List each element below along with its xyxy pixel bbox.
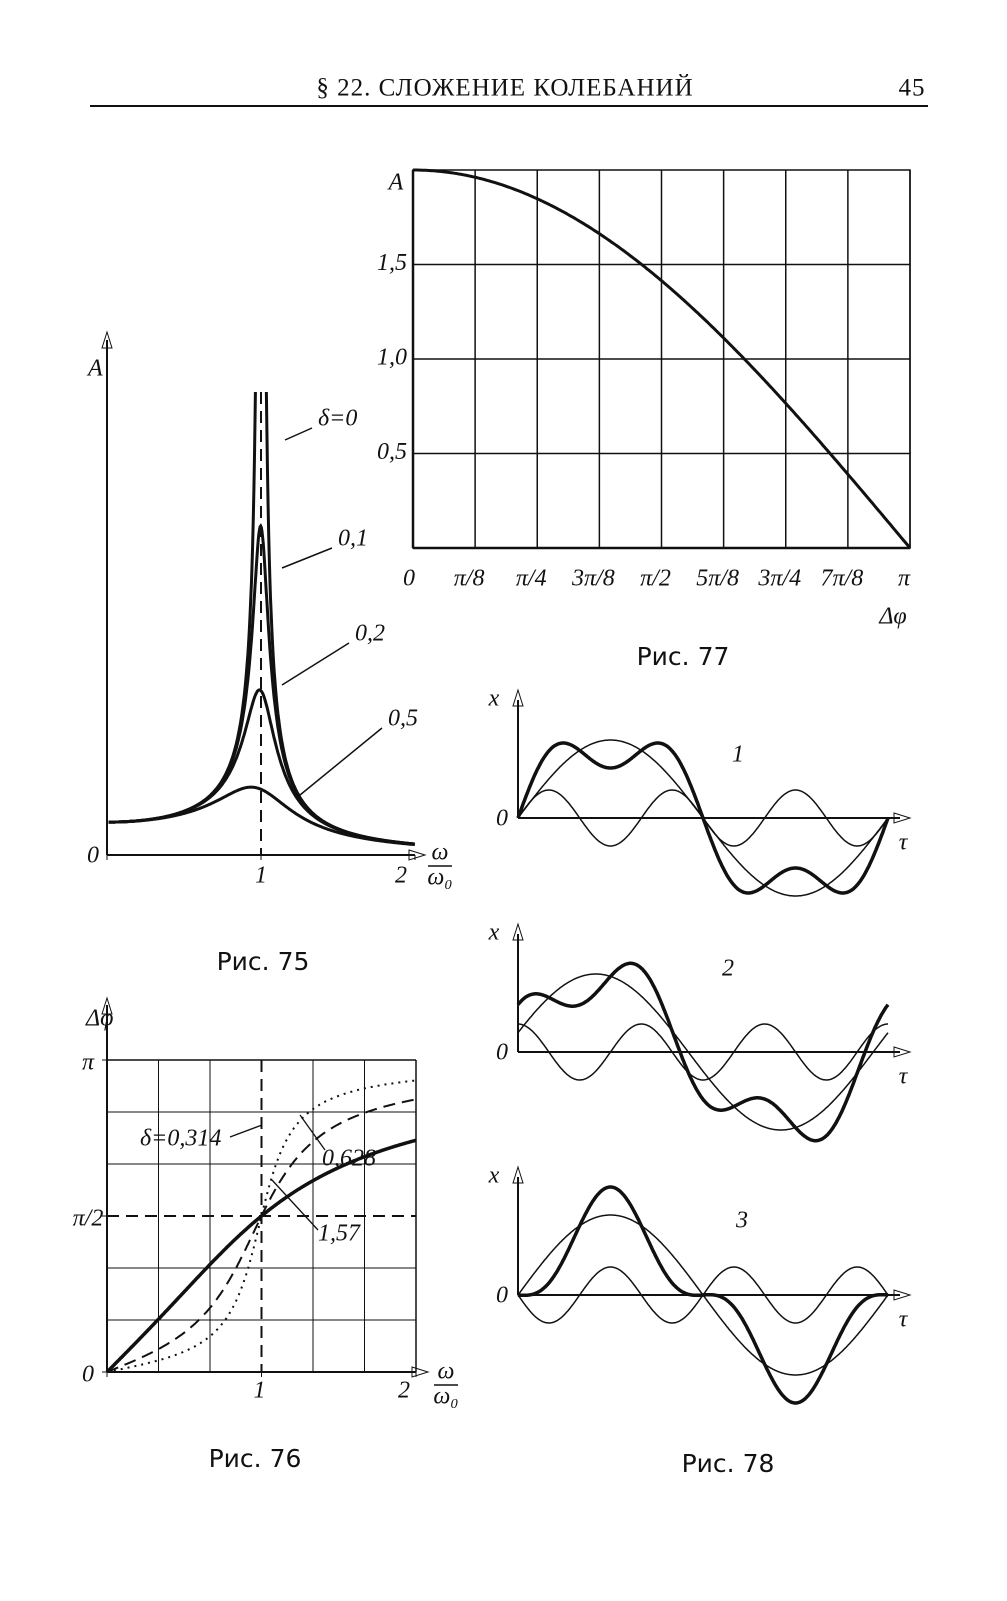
caption: Рис. 76 [209,1444,302,1473]
x-tick-label: 0 [87,843,99,869]
curve-label: δ=0,314 [140,1126,221,1152]
leader-line [299,727,383,796]
arrow-head [893,1289,912,1301]
resonance-curve [108,785,415,847]
amplitude-curve [413,168,911,549]
leader-line [229,1124,263,1138]
running-title: § 22. СЛОЖЕНИЕ КОЛЕБАНИЙ [316,74,693,102]
curve-label: 0,1 [338,526,368,552]
y-tick-label: 1,0 [377,345,407,371]
y-tick-label: π/2 [73,1206,104,1232]
curve-label: 0,628 [322,1146,376,1172]
origin-label: 0 [496,1283,508,1309]
leader-line [281,547,333,569]
origin-label: 0 [496,1040,508,1066]
x-axis-label: Δφ [878,604,906,630]
y-axis-label: x [488,1163,500,1189]
y-axis-label: A [86,356,103,382]
curve-label: δ=0 [318,406,357,432]
sum-wave [517,1185,889,1405]
y-axis-label: x [488,920,500,946]
caption: Рис. 78 [682,1449,775,1478]
x-tick-label: π/2 [640,566,671,592]
x-tick-label: π/8 [454,566,485,592]
x-axis-label: ω [432,840,449,866]
x-axis-label: τ [899,1064,909,1090]
arrow-head [101,996,113,1015]
x-axis-label: τ [899,830,909,856]
phase-curve [105,1138,417,1374]
x-tick-label: 2 [398,1378,410,1404]
component-wave [517,973,889,1131]
leader-line [299,1114,326,1151]
x-axis-label: τ [899,1307,909,1333]
arrow-head [512,688,524,707]
curve-label: 0,5 [388,706,418,732]
arrow-head [512,922,524,941]
phase-curve [106,1079,417,1373]
caption: Рис. 75 [217,947,310,976]
x-tick-label: π [898,566,911,592]
sum-wave [516,741,890,895]
panel-label: 2 [722,956,734,982]
x-tick-label: 1 [254,1378,266,1404]
y-axis-label: A [387,170,404,196]
arrow-head [411,1366,430,1378]
curve-label: 0,2 [355,621,385,647]
leader-line [284,427,313,441]
x-tick-label: π/4 [516,566,547,592]
x-axis-label: ω₀ [433,1384,458,1410]
x-axis-label: ω₀ [427,865,452,891]
y-axis-label: Δφ [85,1006,113,1032]
component-wave [518,1023,888,1081]
curve-label: 1,57 [318,1221,361,1247]
panel-label: 1 [732,742,744,768]
origin-label: 0 [496,806,508,832]
arrow-head [101,330,113,349]
caption: Рис. 77 [637,642,730,671]
panel-label: 3 [735,1208,748,1234]
arrow-head [893,1046,912,1058]
page-number: 45 [899,75,926,102]
y-tick-label: 0 [82,1362,94,1388]
curves [108,392,415,847]
x-tick-label: 3π/8 [571,566,615,592]
x-tick-label: 2 [395,863,407,889]
y-tick-label: π [82,1050,95,1076]
leader-line [271,1179,319,1231]
x-tick-label: 3π/4 [757,566,801,592]
x-tick-label: 7π/8 [821,566,864,592]
arrow-head [512,1165,524,1184]
y-tick-label: 1,5 [377,250,407,276]
y-axis-label: x [488,686,500,712]
y-tick-label: 0,5 [377,439,407,465]
x-axis-label: ω [438,1359,455,1385]
sum-wave [516,961,890,1143]
arrow-head [893,812,912,824]
x-tick-label: 1 [255,863,267,889]
x-tick-label: 0 [403,566,415,592]
arrow-head [408,849,427,861]
x-tick-label: 5π/8 [696,566,739,592]
leader-line [281,642,350,686]
